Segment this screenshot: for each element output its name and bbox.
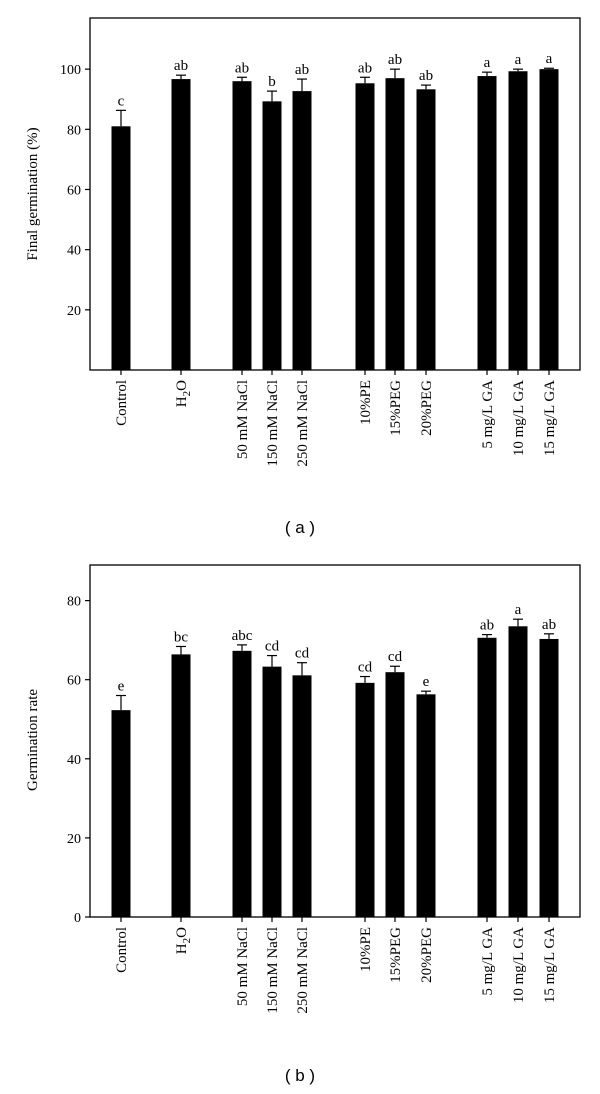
chart-a-y-tick-label: 60 — [67, 183, 81, 198]
chart-a-bar — [508, 71, 528, 370]
chart-b-significance-letter: e — [118, 679, 125, 695]
chart-a-y-tick-label: 100 — [60, 63, 81, 78]
chart-b-x-tick-label: 15%PEG — [388, 927, 404, 983]
chart-b-significance-letter: cd — [265, 639, 280, 655]
chart-a-y-tick-label: 20 — [67, 304, 81, 319]
chart-b-y-axis-label: Germination rate — [25, 689, 41, 791]
chart-b-x-tick-label: 50 mM NaCl — [235, 927, 251, 1006]
chart-b-x-tick-label: 5 mg/L GA — [480, 927, 496, 996]
chart-b-y-tick-label: 0 — [74, 911, 81, 926]
chart-b-significance-letter: cd — [295, 646, 310, 662]
chart-b-plot-frame — [89, 564, 581, 918]
chart-b-x-tick-label: H2O — [174, 927, 193, 954]
chart-a-bar — [539, 69, 559, 371]
chart-b-bar — [477, 637, 497, 917]
chart-a-bar — [262, 101, 282, 370]
chart-b-bar — [539, 638, 559, 917]
chart-b-significance-letter: abc — [232, 628, 253, 644]
chart-b-bar — [416, 694, 436, 917]
chart-b-y-tick-label: 40 — [67, 753, 81, 768]
chart-a-plot-frame — [89, 17, 581, 371]
chart-a-bar — [355, 83, 375, 371]
chart-b-bar — [111, 710, 131, 917]
chart-b-significance-letter: ab — [480, 618, 494, 634]
chart-a-significance-letter: a — [484, 55, 491, 71]
chart-a-significance-letter: ab — [174, 58, 188, 74]
chart-b-y-tick-label: 20 — [67, 832, 81, 847]
chart-a-x-tick-label: Control — [114, 380, 130, 426]
chart-a-significance-letter: ab — [295, 62, 309, 78]
chart-b-y-tick-label: 60 — [67, 674, 81, 689]
chart-b: Germination rate 0 20 40 60 80 e Control bc H2O a… — [25, 564, 581, 1014]
chart-b-x-tick-label: 20%PEG — [419, 927, 435, 983]
chart-b-bar — [292, 675, 312, 917]
chart-b-y-tick-label: 80 — [67, 595, 81, 610]
chart-a-significance-letter: c — [118, 93, 125, 109]
chart-a-significance-letter: ab — [419, 68, 433, 84]
chart-a-x-tick-label: 10 mg/L GA — [511, 380, 527, 456]
chart-a-x-tick-label: 10%PE — [358, 380, 374, 425]
chart-a-x-tick-label: 150 mM NaCl — [265, 380, 281, 467]
chart-b-bar — [355, 682, 375, 917]
chart-b-bar — [385, 672, 405, 917]
chart-a-y-tick-label: 80 — [67, 123, 81, 138]
chart-a-x-tick-label: 5 mg/L GA — [480, 380, 496, 449]
chart-b-significance-letter: cd — [388, 649, 403, 665]
chart-a-bar — [232, 81, 252, 370]
chart-a-significance-letter: a — [515, 52, 522, 68]
chart-a-bar — [292, 91, 312, 370]
chart-b-significance-letter: cd — [358, 660, 373, 676]
chart-a-x-tick-label: 20%PEG — [419, 380, 435, 436]
chart-b-x-tick-label: 10%PE — [358, 927, 374, 972]
caption-b: ( b ) — [284, 1066, 316, 1085]
chart-a-x-tick-label: 15 mg/L GA — [542, 380, 558, 456]
caption-a: ( a ) — [284, 518, 316, 537]
chart-b-significance-letter: ab — [542, 617, 556, 633]
chart-b-bar — [262, 666, 282, 917]
chart-b-x-tick-label: Control — [114, 927, 130, 973]
chart-a-x-tick-label: 15%PEG — [388, 380, 404, 436]
chart-a-significance-letter: b — [268, 74, 276, 90]
chart-a-bar — [111, 126, 131, 370]
chart-b-x-tick-label: 15 mg/L GA — [542, 927, 558, 1003]
chart-b-x-tick-label: 150 mM NaCl — [265, 927, 281, 1014]
chart-a-bar — [416, 89, 436, 371]
chart-a-bar — [385, 78, 405, 371]
chart-a: Final germination (%) 20 40 60 80 100 c Contro… — [25, 17, 581, 467]
chart-b-bar — [171, 654, 191, 917]
chart-b-bar — [232, 650, 252, 917]
chart-a-bar — [171, 79, 191, 371]
chart-a-x-tick-label: 50 mM NaCl — [235, 380, 251, 459]
chart-b-significance-letter: bc — [174, 629, 189, 645]
chart-a-y-tick-label: 40 — [67, 244, 81, 259]
chart-b-x-tick-label: 250 mM NaCl — [295, 927, 311, 1014]
chart-a-x-tick-label: H2O — [174, 380, 193, 407]
chart-a-y-axis-label: Final germination (%) — [25, 127, 41, 260]
chart-a-significance-letter: ab — [235, 60, 249, 76]
chart-b-significance-letter: e — [423, 674, 430, 690]
chart-a-bar — [477, 76, 497, 371]
chart-a-significance-letter: a — [546, 51, 553, 67]
chart-b-significance-letter: a — [515, 602, 522, 618]
chart-a-x-tick-label: 250 mM NaCl — [295, 380, 311, 467]
chart-a-significance-letter: ab — [388, 52, 402, 68]
chart-b-x-tick-label: 10 mg/L GA — [511, 927, 527, 1003]
chart-b-bar — [508, 626, 528, 917]
chart-a-significance-letter: ab — [358, 60, 372, 76]
